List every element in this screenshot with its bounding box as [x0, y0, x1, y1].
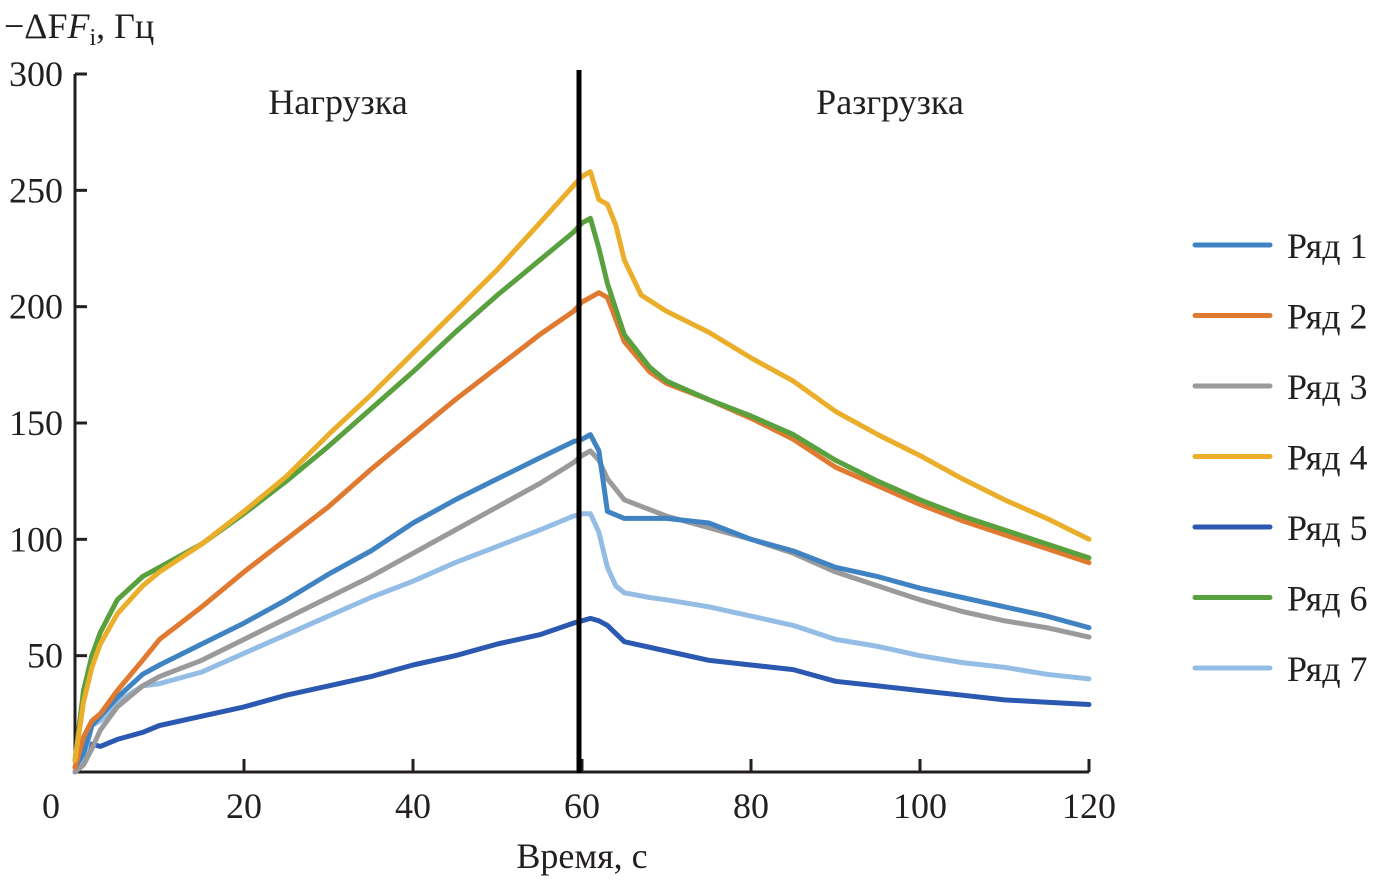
x-tick-label: 40 — [395, 786, 431, 826]
series-group — [72, 169, 1092, 775]
legend-label-6: Ряд 6 — [1287, 579, 1368, 619]
y-tick-label: 300 — [9, 54, 63, 94]
annotation-unloading: Разгрузка — [816, 82, 964, 122]
axes: 50 100 150 200 250 300 0 20 40 60 80 100 120 — [9, 54, 1116, 826]
legend-label-4: Ряд 4 — [1287, 438, 1368, 478]
y-tick-label: 250 — [9, 170, 63, 210]
legend-label-7: Ряд 7 — [1287, 649, 1368, 689]
x-axis-label: Время, с — [516, 836, 647, 876]
legend-label-5: Ряд 5 — [1287, 508, 1368, 548]
x-tick-label: 60 — [564, 786, 600, 826]
y-tick-label: 100 — [9, 519, 63, 559]
x-tick-label: 100 — [893, 786, 947, 826]
x-tick-label: 20 — [226, 786, 262, 826]
legend-label-2: Ряд 2 — [1287, 297, 1368, 337]
series-line-1 — [72, 432, 1092, 770]
legend-label-1: Ряд 1 — [1287, 226, 1368, 266]
series-line-2 — [72, 290, 1092, 770]
y-tick-label: 50 — [27, 636, 63, 676]
y-axis-label: −ΔFFi, Гц — [4, 6, 154, 51]
y-tick-label: 200 — [9, 287, 63, 327]
series-line-4 — [72, 169, 1092, 763]
legend: Ряд 1 Ряд 2 Ряд 3 Ряд 4 Ряд 5 Ряд 6 Ряд 7 — [1192, 226, 1368, 689]
x-tick-label: 80 — [733, 786, 769, 826]
legend-label-3: Ряд 3 — [1287, 367, 1368, 407]
series-line-3 — [72, 448, 1092, 775]
x-tick-label: 120 — [1062, 786, 1116, 826]
y-tick-label: 150 — [9, 403, 63, 443]
x-tick-label: 0 — [42, 786, 60, 826]
series-line-5 — [72, 615, 1092, 775]
annotation-loading: Нагрузка — [268, 82, 407, 122]
series-line-7 — [72, 511, 1092, 775]
